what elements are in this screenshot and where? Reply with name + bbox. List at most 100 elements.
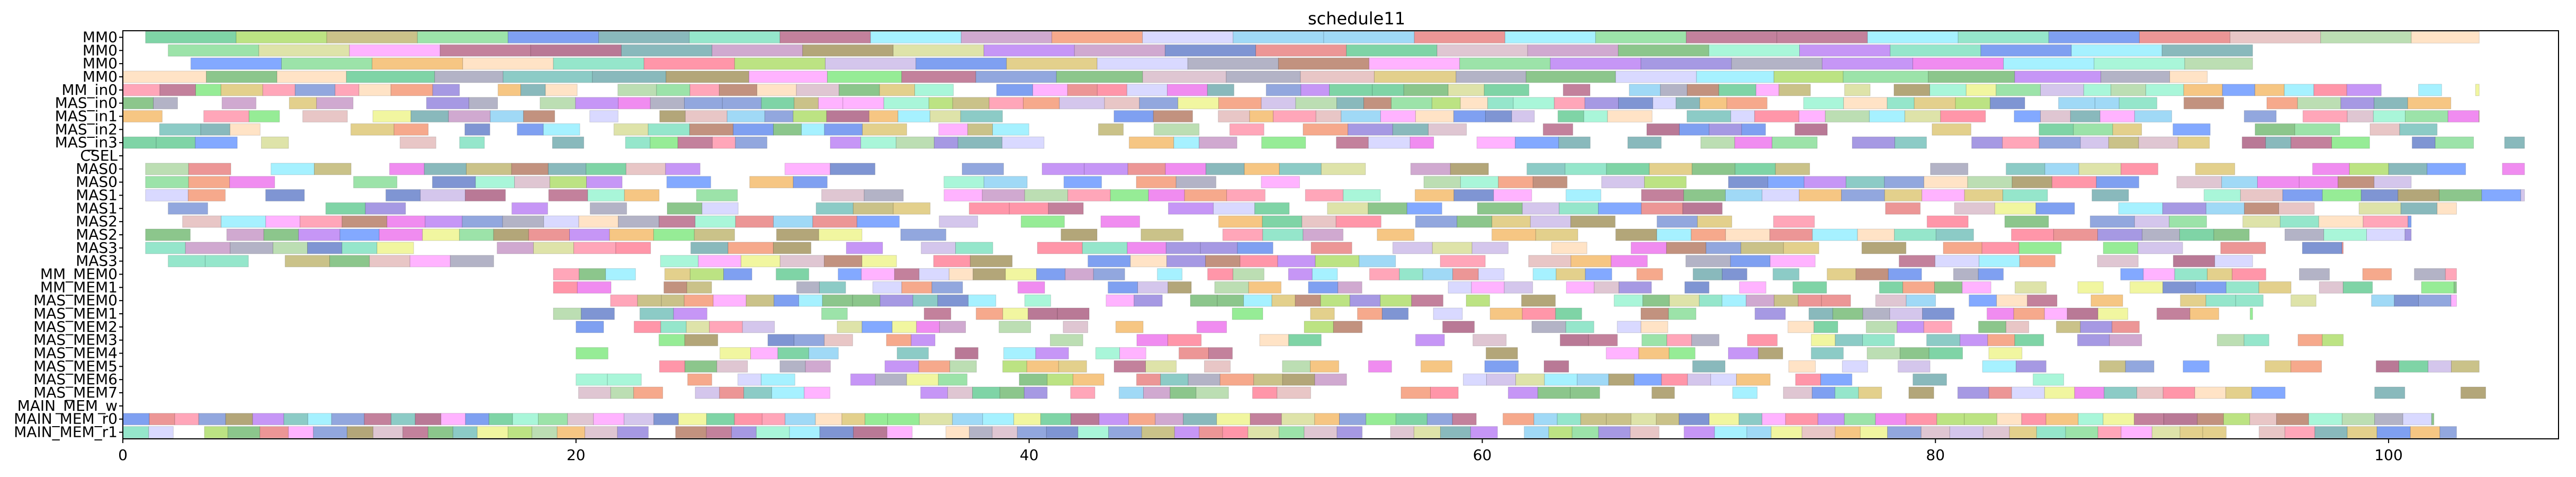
task-bar [2302,110,2348,122]
task-bar [2134,110,2173,122]
task-bar [838,268,862,280]
task-bar [372,110,411,122]
task-bar [1082,242,1128,254]
y-tick-label: MAS1 [76,199,118,217]
task-bar [1262,228,1304,241]
task-bar [592,70,667,83]
task-bar [2078,413,2104,426]
task-bar [1024,189,1069,201]
task-bar [661,294,685,307]
task-bar [617,84,657,96]
task-bar [122,70,207,83]
task-bar [420,189,466,201]
task-bar [1139,97,1179,110]
task-bar [2206,268,2233,280]
task-bar [785,413,816,426]
task-bar [969,426,993,439]
task-bar [2134,215,2170,228]
y-tick-label: MAS_in0 [55,94,118,112]
task-bar [2092,189,2129,201]
task-bar [895,136,935,149]
task-bar [259,426,289,439]
task-bar [779,31,871,43]
task-bar [2394,294,2419,307]
task-bar [1422,268,1453,280]
task-bar [391,413,416,426]
task-bar [720,347,751,359]
task-bar [1046,426,1079,439]
task-bar [2411,136,2436,149]
task-bar [2360,189,2399,201]
task-bar [1606,163,1650,175]
task-bar [948,268,974,280]
task-bar [448,110,491,122]
task-bar [1595,31,1687,43]
task-bar [2399,123,2438,136]
task-bar [2065,426,2098,439]
task-bar [1988,347,2023,359]
task-bar [1646,123,1680,136]
task-bar [1794,123,1828,136]
task-bar [1406,202,1442,215]
task-bar [2002,189,2048,201]
task-bar [1706,242,1742,254]
task-bar [1440,426,1471,439]
task-bar [1888,268,1922,280]
task-bar [145,163,189,175]
task-bar [1894,136,1927,149]
task-bar [2297,334,2323,347]
task-bar [236,31,327,43]
task-bar [1884,189,1923,201]
task-bar [830,136,861,149]
task-bar [911,334,936,347]
task-bar [1683,426,1715,439]
task-bar [617,426,649,439]
task-bar [2366,228,2406,241]
task-bar [1061,228,1098,241]
task-bar [206,70,277,83]
task-bar [650,136,678,149]
task-bar [1104,97,1140,110]
task-bar [1003,347,1036,359]
task-bar [1341,110,1381,122]
task-bar [2279,215,2319,228]
task-bar [1278,57,1369,70]
task-bar [2408,215,2412,228]
task-bar [1310,307,1335,320]
task-bar [2051,176,2097,189]
task-bar [983,44,1075,57]
task-bar [1971,136,2003,149]
task-bar [276,70,347,83]
task-bar [2243,334,2269,347]
task-bar [2104,386,2138,399]
task-bar [1979,255,2020,268]
task-bar [695,386,720,399]
task-bar [1884,176,1924,189]
task-bar [1725,228,1770,241]
task-bar [1493,189,1532,201]
task-bar [1736,373,1771,386]
task-bar [1024,294,1051,307]
task-bar [523,110,555,122]
task-bar [1606,413,1631,426]
task-bar [923,307,952,320]
task-bar [1249,110,1273,122]
task-bar [934,136,958,149]
task-bar [402,426,428,439]
task-bar [1908,386,1934,399]
task-bar [1515,136,1559,149]
task-bar [590,202,627,215]
task-bar [1380,294,1412,307]
y-tick-label: MAIN_MEM_r0 [14,410,118,428]
task-bar [1926,334,1961,347]
task-bar [1725,189,1763,201]
task-bar [122,413,150,426]
task-bar [2258,426,2285,439]
task-bar [1222,228,1263,241]
task-bar [653,413,679,426]
y-tick-label: MAS0 [76,173,118,191]
task-bar [2040,84,2084,96]
task-bar [2070,110,2101,122]
x-axis: 0 20 40 60 80 100 [118,439,2403,464]
task-bar [1557,413,1581,426]
